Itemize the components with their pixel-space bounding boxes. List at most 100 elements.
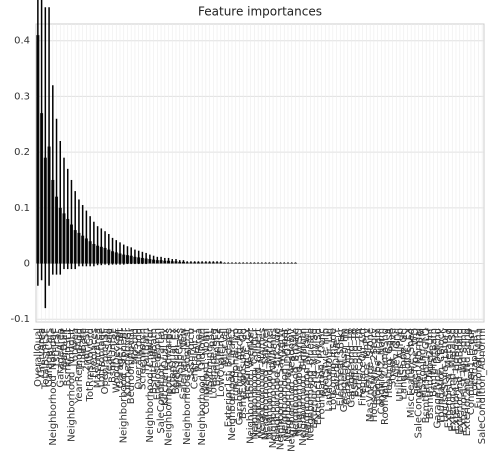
x-tick-label: Exterior1st_Wd Sdng xyxy=(458,328,469,433)
y-tick-label: 0.2 xyxy=(14,147,30,158)
x-tick-label: Neighborhood_SawyerW xyxy=(276,328,287,450)
x-tick-label: Exterior1st_VinylSd xyxy=(313,328,324,425)
x-tick-label: Heating_GasA xyxy=(384,328,395,398)
x-tick-label: Neighborhood_NPkVill xyxy=(302,328,313,438)
y-tick-label: 0 xyxy=(24,259,30,270)
x-tick-label: Condition2_Norm xyxy=(376,328,387,414)
x-tick-label: LandContour_Lvl xyxy=(324,328,335,412)
x-tick-label: RoofStyle_Hip xyxy=(320,328,331,397)
x-tick-label: Neighborhood_Timber xyxy=(279,327,290,438)
x-tick-label: Exterior1st_HdBoard xyxy=(451,328,462,431)
x-tick-label: Fireplaces xyxy=(89,328,100,378)
x-tick-label: OverallCond xyxy=(134,328,145,390)
x-tick-label: EnclosedPorch xyxy=(152,328,163,400)
x-tick-label: Neighborhood_Mitchel xyxy=(264,328,275,440)
x-tick-label: TotalBsmtSF xyxy=(40,328,51,390)
x-tick-label: SaleType_New xyxy=(178,328,189,399)
y-tick-label: 0.4 xyxy=(14,36,30,47)
x-tick-label: FullBath xyxy=(78,328,89,368)
x-tick-label: YearBuilt xyxy=(59,328,70,373)
x-tick-label: PavedDrive_Y xyxy=(332,327,343,396)
x-tick-label: Exterior2nd_MetalSd xyxy=(447,328,458,432)
x-tick-label: SaleCondition_Normal xyxy=(414,328,425,438)
x-tick-label: HeatingQC_Ex xyxy=(242,328,253,399)
x-tick-label: Neighborhood_BrkSide xyxy=(272,328,283,442)
x-tick-label: MasVnrArea xyxy=(93,328,104,388)
x-tick-label: BsmtFinType2_Unf xyxy=(425,328,436,420)
x-tick-label: SaleCondition_Partial xyxy=(156,328,167,434)
x-tick-label: Street_Pave xyxy=(388,328,399,387)
x-tick-label: BsmtFullBath xyxy=(149,328,160,394)
x-tick-label: OpenPorchSF xyxy=(100,328,111,395)
x-tick-label: MSZoning_RM xyxy=(417,328,428,398)
x-tick-label: Neighborhood_MeadowV xyxy=(287,328,298,452)
x-tick-label: Neighborhood_CollgCr xyxy=(249,327,260,439)
x-tick-label: Neighborhood_Sawyer xyxy=(261,327,272,440)
x-tick-label: Functional_Min1 xyxy=(473,328,484,409)
x-tick-label: SaleCondition_Abnorml xyxy=(477,328,488,444)
x-tick-label: LotShape_Reg xyxy=(208,328,219,399)
x-tick-label: Neighborhood_SWISU xyxy=(294,328,305,436)
x-tick-label: Neighborhood_Gilbert xyxy=(253,328,264,437)
x-tick-label: Neighborhood_IDOTRR xyxy=(283,328,294,442)
x-tick-label: BedroomAbvGr xyxy=(126,327,137,404)
plot-area xyxy=(35,23,485,323)
x-tick-label: Neighborhood_OldTown xyxy=(197,328,208,445)
x-tick-label: Neighborhood_StoneBr xyxy=(119,327,130,443)
x-tick-label: MSZoning_RL xyxy=(205,328,216,396)
x-tick-label: KitchenAbvGr xyxy=(122,327,133,396)
x-tick-label: Foundation_PConc xyxy=(317,328,328,420)
x-tick-label: CentralAir_Y xyxy=(190,327,201,389)
x-tick-label: BsmtHalfBath xyxy=(429,328,440,397)
x-tick-label: LotArea xyxy=(70,328,81,366)
x-tick-label: 1stFlrSF xyxy=(52,328,63,368)
x-tick-label: GarageType_Detchd xyxy=(432,328,443,429)
x-tick-label: Neighborhood_Somerst xyxy=(182,328,193,445)
x-tick-label: RoofMatl_CompShg xyxy=(380,328,391,425)
x-tick-label: BldgType_1Fam xyxy=(373,328,384,405)
x-tick-label: Neighborhood_Blmngtn xyxy=(298,328,309,446)
x-tick-label: BsmtFinSF2 xyxy=(212,328,223,386)
x-tick-label: HalfBath xyxy=(141,328,152,371)
x-tick-label: LowQualFinSF xyxy=(216,328,227,397)
y-tick-label: 0.3 xyxy=(14,91,30,102)
x-tick-label: MiscVal xyxy=(220,328,231,365)
y-tick-label: 0.1 xyxy=(14,203,30,214)
x-tick-label: Neighborhood_Crawfor xyxy=(145,327,156,442)
x-tick-label: OverallQual xyxy=(33,328,44,387)
x-tick-label: Neighborhood_NAmes xyxy=(257,328,268,439)
x-tick-label: ExterQual_Ex xyxy=(167,328,178,395)
x-tick-label: KitchenQual_Ex xyxy=(160,328,171,406)
x-tick-label: MSSubClass xyxy=(175,328,186,388)
x-tick-label: Exterior2nd_VinylSd xyxy=(309,328,320,429)
x-tick-label: GarageArea xyxy=(55,328,66,388)
x-tick-label: HouseStyle_1Story xyxy=(440,328,451,422)
x-tick-label: Neighborhood_Edwards xyxy=(164,328,175,446)
x-tick-label: TotRmsAbvGrd xyxy=(85,328,96,403)
x-tick-label: Exterior1st_MetalSd xyxy=(444,328,455,428)
x-tick-label: Neighborhood_Veenker xyxy=(246,327,257,444)
x-tick-label: MoSold xyxy=(130,328,141,364)
x-tick-label: BsmtFinType1_GLQ xyxy=(421,328,432,424)
x-tick-label: PoolQC_Ex xyxy=(402,328,413,381)
x-tick-label: Neighborhood_NWAmes xyxy=(268,328,279,448)
x-tick-label: BsmtQual_Ex xyxy=(171,328,182,394)
y-tick-label: -0.1 xyxy=(10,314,30,325)
x-tick-label: Exterior1st_BrkFace xyxy=(223,328,234,427)
x-tick-label: FireplaceQu_Gd xyxy=(358,328,369,406)
x-tick-label: Neighborhood_NridgHt xyxy=(66,328,77,442)
x-tick-label: BsmtFinSF1 xyxy=(63,328,74,386)
x-tick-label: Electrical_SBrkr xyxy=(335,327,346,406)
x-tick-label: GarageQual_TA xyxy=(343,328,354,405)
x-tick-label: Condition1_Norm xyxy=(201,328,212,414)
x-tick-label: ScreenPorch xyxy=(137,328,148,390)
x-tick-label: Utilities_AllPub xyxy=(395,328,406,402)
x-tick-label: 3SsnPorch xyxy=(186,328,197,380)
x-tick-label: YearRemodAdd xyxy=(74,328,85,404)
x-tick-label: MasVnrType_Stone xyxy=(365,328,376,422)
x-tick-label: GarageYrBlt xyxy=(115,328,126,388)
x-tick-label: Foundation_CBlock xyxy=(436,328,447,423)
x-tick-label: GarageCars xyxy=(44,328,55,387)
x-tick-label: YearsSold xyxy=(104,328,115,377)
